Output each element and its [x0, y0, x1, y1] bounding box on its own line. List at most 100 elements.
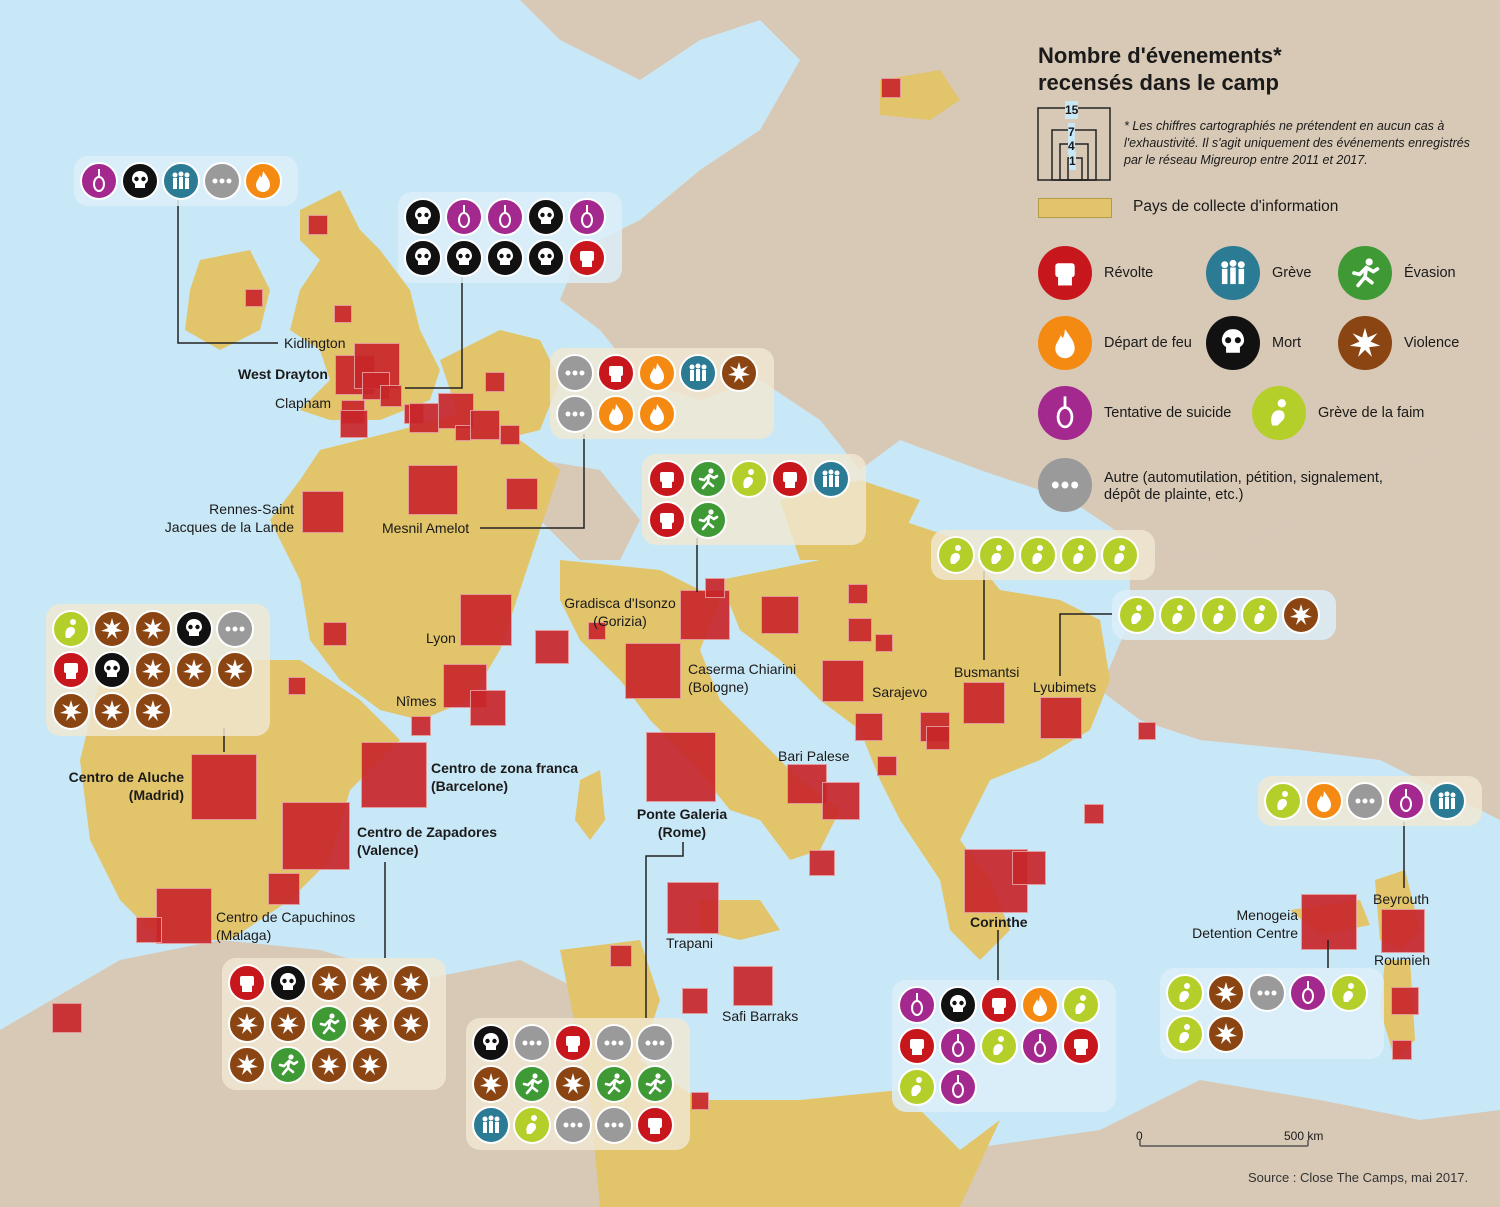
camp-square — [1040, 697, 1082, 739]
label-lyubimets: Lyubimets — [1033, 679, 1097, 695]
revolte-icon — [1038, 246, 1092, 300]
revolte-icon — [648, 501, 686, 539]
violence-icon — [134, 692, 172, 730]
evasion-icon — [595, 1065, 633, 1103]
violence-icon — [228, 1005, 266, 1043]
revolte-icon — [771, 460, 809, 498]
camp-square — [1392, 1040, 1412, 1060]
label-zona-2: (Barcelone) — [431, 778, 509, 794]
scale-15: 15 — [1065, 101, 1079, 119]
scale-7: 7 — [1068, 123, 1075, 141]
camp-square — [705, 578, 725, 598]
camp-square — [485, 372, 505, 392]
violence-icon — [216, 651, 254, 689]
faim-icon — [52, 610, 90, 648]
suicide-icon — [1021, 1027, 1059, 1065]
camp-square — [409, 403, 439, 433]
label-zona: Centro de zona franca (Barcelone) — [431, 759, 578, 795]
camp-square — [460, 594, 512, 646]
legend-suicide-label: Tentative de suicide — [1104, 405, 1232, 421]
panel-busmantsi — [931, 530, 1155, 580]
legend-revolte-label: Révolte — [1104, 265, 1154, 281]
panel-beyrouth — [1258, 776, 1482, 826]
camp-square — [136, 917, 162, 943]
legend-autre: Autre (automutilation, pétition, signale… — [1038, 458, 1383, 512]
autre-icon — [556, 354, 594, 392]
faim-icon — [1252, 386, 1306, 440]
evasion-icon — [269, 1046, 307, 1084]
label-menogeia: Menogeia Detention Centre — [1160, 906, 1298, 942]
violence-icon — [1282, 596, 1320, 634]
label-zapadores-2: (Valence) — [357, 842, 419, 858]
faim-icon — [1101, 536, 1139, 574]
mort-icon — [93, 651, 131, 689]
camp-square — [855, 713, 883, 741]
panel-aluche — [46, 604, 270, 736]
camp-square — [848, 618, 872, 642]
scale-4: 4 — [1068, 137, 1075, 155]
camp-square — [761, 596, 799, 634]
mort-icon — [527, 239, 565, 277]
camp-square — [268, 873, 300, 905]
suicide-icon — [898, 986, 936, 1024]
legend-greve: Grève — [1206, 246, 1312, 300]
panel-aluche-icons — [52, 610, 264, 730]
mort-icon — [121, 162, 159, 200]
legend-note: * Les chiffres cartographiés ne prétende… — [1124, 119, 1470, 167]
feu-icon — [244, 162, 282, 200]
camp-square — [822, 782, 860, 820]
autre-icon — [556, 395, 594, 433]
label-safi: Safi Barraks — [722, 1008, 799, 1024]
legend-suicide: Tentative de suicide — [1038, 386, 1231, 440]
mort-icon — [404, 239, 442, 277]
violence-icon — [1207, 974, 1245, 1012]
panel-ponte — [466, 1018, 690, 1150]
greve-icon — [1206, 246, 1260, 300]
revolte-icon — [52, 651, 90, 689]
greve-icon — [162, 162, 200, 200]
panel-menogeia — [1160, 968, 1384, 1059]
autre-icon — [595, 1106, 633, 1144]
label-rennes-1: Rennes-Saint — [209, 501, 294, 517]
mort-icon — [939, 986, 977, 1024]
camp-square — [610, 945, 632, 967]
label-capuchinos: Centro de Capuchinos (Malaga) — [216, 908, 355, 944]
autre-icon — [513, 1024, 551, 1062]
suicide-icon — [445, 198, 483, 236]
camp-square — [1084, 804, 1104, 824]
suicide-icon — [939, 1068, 977, 1106]
legend-collect-label: Pays de collecte d'information — [1133, 198, 1339, 215]
legend-autre-line2: dépôt de plainte, etc.) — [1104, 487, 1244, 503]
violence-icon — [310, 1046, 348, 1084]
legend-faim-label: Grève de la faim — [1318, 405, 1425, 421]
legend-feu: Départ de feu — [1038, 316, 1192, 370]
camp-square — [926, 726, 950, 750]
camp-square — [323, 622, 347, 646]
scale-1: 1 — [1069, 152, 1076, 170]
feu-icon — [1038, 316, 1092, 370]
violence-icon — [392, 1005, 430, 1043]
faim-icon — [1241, 596, 1279, 634]
faim-icon — [513, 1106, 551, 1144]
camp-square — [506, 478, 538, 510]
faim-icon — [730, 460, 768, 498]
camp-square — [408, 465, 458, 515]
faim-icon — [980, 1027, 1018, 1065]
camp-square — [308, 215, 328, 235]
label-bari: Bari Palese — [778, 748, 850, 764]
label-mesnil: Mesnil Amelot — [382, 520, 470, 536]
panel-menogeia-icons — [1166, 974, 1378, 1053]
mort-icon — [486, 239, 524, 277]
camp-square — [535, 630, 569, 664]
revolte-icon — [554, 1024, 592, 1062]
panel-busmantsi-icons — [937, 536, 1149, 574]
camp-square — [881, 78, 901, 98]
camp-square — [455, 425, 471, 441]
feu-icon — [1305, 782, 1343, 820]
panel-mesnil-icons — [556, 354, 768, 433]
panel-zapadores-icons — [228, 964, 440, 1084]
autre-icon — [595, 1024, 633, 1062]
panel-kidlington — [74, 156, 298, 206]
legend-mort-label: Mort — [1272, 335, 1301, 351]
